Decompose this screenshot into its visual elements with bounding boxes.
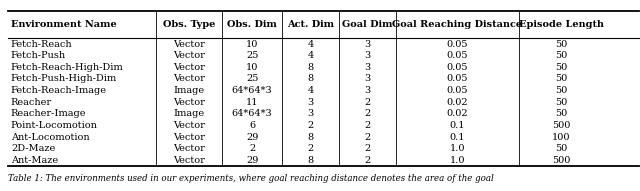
Text: Reacher: Reacher [11,98,52,107]
Text: Image: Image [173,86,205,95]
Text: Vector: Vector [173,40,205,49]
Text: Ant-Locomotion: Ant-Locomotion [11,133,90,142]
Text: 8: 8 [307,133,314,142]
Text: 3: 3 [364,51,371,60]
Text: 0.05: 0.05 [447,74,468,83]
Text: 0.02: 0.02 [447,98,468,107]
Text: 2: 2 [364,109,371,118]
Text: 50: 50 [556,144,568,153]
Text: 6: 6 [249,121,255,130]
Text: 50: 50 [556,63,568,72]
Text: 8: 8 [307,74,314,83]
Text: 3: 3 [307,109,314,118]
Text: Vector: Vector [173,74,205,83]
Text: 11: 11 [246,98,259,107]
Text: 2: 2 [364,98,371,107]
Text: 500: 500 [552,156,571,165]
Text: 0.1: 0.1 [449,133,465,142]
Text: Ant-Maze: Ant-Maze [11,156,58,165]
Text: Fetch-Reach-High-Dim: Fetch-Reach-High-Dim [11,63,124,72]
Text: 0.05: 0.05 [447,86,468,95]
Text: 0.02: 0.02 [447,109,468,118]
Text: Fetch-Push-High-Dim: Fetch-Push-High-Dim [11,74,117,83]
Text: 4: 4 [307,40,314,49]
Text: 3: 3 [307,98,314,107]
Text: Vector: Vector [173,144,205,153]
Text: Vector: Vector [173,51,205,60]
Text: Fetch-Reach: Fetch-Reach [11,40,72,49]
Text: Vector: Vector [173,121,205,130]
Text: 50: 50 [556,98,568,107]
Text: Goal Reaching Distance: Goal Reaching Distance [392,20,522,29]
Text: 3: 3 [364,86,371,95]
Text: 100: 100 [552,133,571,142]
Text: 64*64*3: 64*64*3 [232,109,273,118]
Text: Table 1: The environments used in our experiments, where goal reaching distance : Table 1: The environments used in our ex… [8,174,493,183]
Text: 25: 25 [246,74,259,83]
Text: 0.05: 0.05 [447,63,468,72]
Text: 4: 4 [307,51,314,60]
Text: 2D-Maze: 2D-Maze [11,144,55,153]
Text: Vector: Vector [173,63,205,72]
Text: 8: 8 [307,156,314,165]
Text: Obs. Type: Obs. Type [163,20,215,29]
Text: 2: 2 [249,144,255,153]
Text: 8: 8 [307,63,314,72]
Text: 1.0: 1.0 [449,156,465,165]
Text: 2: 2 [364,156,371,165]
Text: Environment Name: Environment Name [11,20,116,29]
Text: 3: 3 [364,63,371,72]
Text: Fetch-Reach-Image: Fetch-Reach-Image [11,86,107,95]
Text: Vector: Vector [173,133,205,142]
Text: 0.1: 0.1 [449,121,465,130]
Text: 10: 10 [246,63,259,72]
Text: Fetch-Push: Fetch-Push [11,51,66,60]
Text: 50: 50 [556,51,568,60]
Text: 0.05: 0.05 [447,40,468,49]
Text: 29: 29 [246,156,259,165]
Text: 2: 2 [364,121,371,130]
Text: 1.0: 1.0 [449,144,465,153]
Text: 4: 4 [307,86,314,95]
Text: 64*64*3: 64*64*3 [232,86,273,95]
Text: Goal Dim: Goal Dim [342,20,392,29]
Text: 50: 50 [556,74,568,83]
Text: 2: 2 [364,133,371,142]
Text: 500: 500 [552,121,571,130]
Text: 0.05: 0.05 [447,51,468,60]
Text: 25: 25 [246,51,259,60]
Text: Vector: Vector [173,156,205,165]
Text: 50: 50 [556,40,568,49]
Text: Image: Image [173,109,205,118]
Text: Act. Dim: Act. Dim [287,20,334,29]
Text: 2: 2 [307,121,314,130]
Text: Obs. Dim: Obs. Dim [227,20,277,29]
Text: 2: 2 [307,144,314,153]
Text: 3: 3 [364,74,371,83]
Text: 10: 10 [246,40,259,49]
Text: Vector: Vector [173,98,205,107]
Text: 29: 29 [246,133,259,142]
Text: Episode Length: Episode Length [519,20,604,29]
Text: Reacher-Image: Reacher-Image [11,109,86,118]
Text: 50: 50 [556,86,568,95]
Text: Point-Locomotion: Point-Locomotion [11,121,98,130]
Text: 2: 2 [364,144,371,153]
Text: 3: 3 [364,40,371,49]
Text: 50: 50 [556,109,568,118]
